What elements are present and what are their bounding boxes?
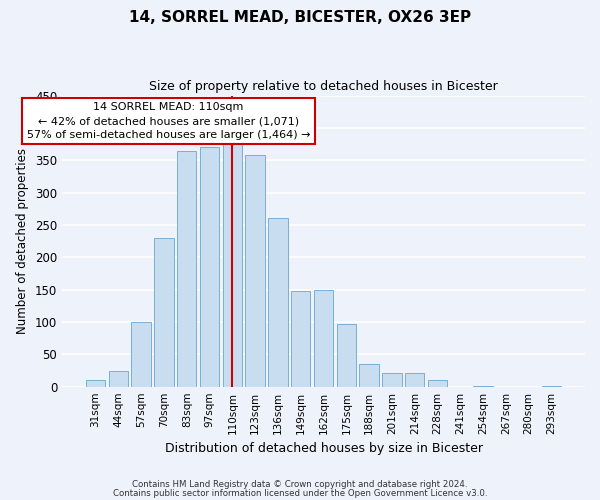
X-axis label: Distribution of detached houses by size in Bicester: Distribution of detached houses by size … (164, 442, 482, 455)
Bar (268, 218, 287, 386)
Bar (314, 290, 333, 386)
Bar (337, 324, 356, 386)
Text: 14 SORREL MEAD: 110sqm
← 42% of detached houses are smaller (1,071)
57% of semi-: 14 SORREL MEAD: 110sqm ← 42% of detached… (27, 102, 310, 140)
Bar (86, 380, 105, 386)
Bar (223, 144, 242, 386)
Text: 14, SORREL MEAD, BICESTER, OX26 3EP: 14, SORREL MEAD, BICESTER, OX26 3EP (129, 10, 471, 25)
Bar (382, 373, 401, 386)
Title: Size of property relative to detached houses in Bicester: Size of property relative to detached ho… (149, 80, 498, 93)
Bar (245, 155, 265, 386)
Bar (405, 373, 424, 386)
Text: Contains HM Land Registry data © Crown copyright and database right 2024.: Contains HM Land Registry data © Crown c… (132, 480, 468, 489)
Text: Contains public sector information licensed under the Open Government Licence v3: Contains public sector information licen… (113, 489, 487, 498)
Bar (428, 380, 447, 386)
Bar (200, 148, 219, 386)
Y-axis label: Number of detached properties: Number of detached properties (16, 148, 29, 334)
Bar (359, 364, 379, 386)
Bar (109, 370, 128, 386)
Bar (291, 291, 310, 386)
Bar (177, 150, 196, 386)
Bar (154, 238, 173, 386)
Bar (131, 322, 151, 386)
